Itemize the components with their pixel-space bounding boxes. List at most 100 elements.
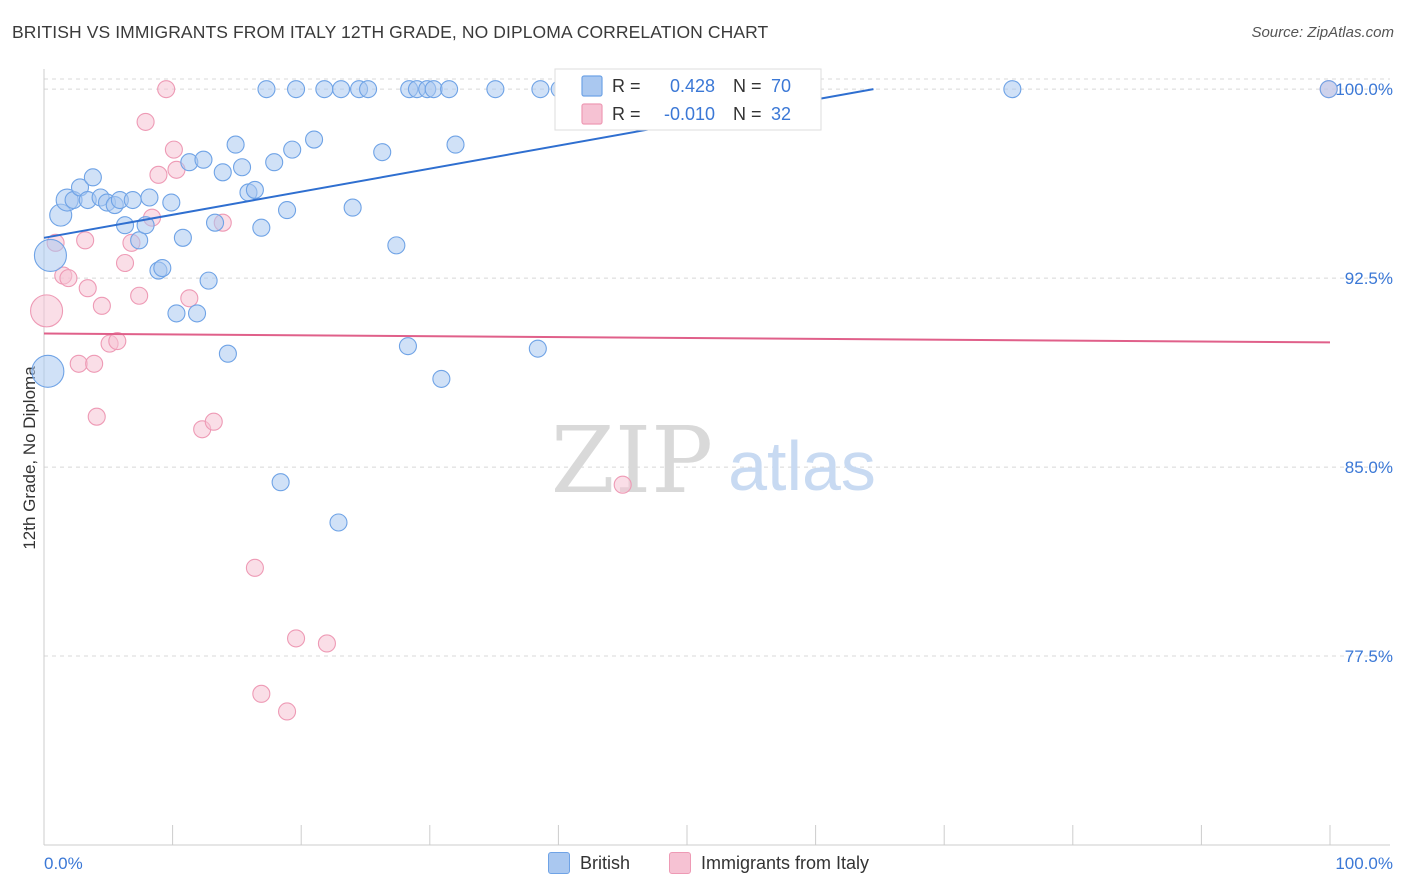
- british-point-21: [173, 228, 192, 247]
- british-point-42: [329, 513, 348, 532]
- italy-point-14: [130, 286, 149, 305]
- axes: [43, 69, 1390, 846]
- british-point-37: [278, 201, 297, 220]
- british-point-41: [315, 80, 334, 99]
- italy-point-11: [108, 332, 127, 351]
- british-point-23: [187, 304, 207, 323]
- y-tick-label-2: 92.5%: [1345, 269, 1393, 288]
- british-point-33: [252, 218, 271, 237]
- legend-r-value-british: 0.428: [670, 76, 715, 96]
- legend-r-label-italy: R =: [612, 104, 641, 124]
- chart-title: BRITISH VS IMMIGRANTS FROM ITALY 12TH GR…: [12, 22, 769, 42]
- legend-n-value-italy: 32: [771, 104, 791, 124]
- italy-point-29: [317, 634, 336, 653]
- italy-point-18: [157, 80, 176, 99]
- italy-point-30: [613, 475, 632, 494]
- italy-point-4: [69, 354, 88, 373]
- british-point-14: [130, 231, 149, 250]
- british-point-48: [387, 236, 406, 255]
- source-credit: Source: ZipAtlas.com: [1251, 24, 1394, 41]
- british-point-0: [31, 354, 65, 388]
- british-point-30: [232, 158, 252, 177]
- watermark: ZIP atlas: [551, 407, 876, 514]
- british-point-56: [446, 135, 465, 154]
- italy-point-3: [59, 269, 78, 288]
- british-point-32: [245, 180, 264, 199]
- legend-r-label-british: R =: [612, 76, 641, 96]
- british-point-29: [226, 135, 245, 154]
- x-tick-label-0: 0.0%: [44, 854, 83, 873]
- italy-point-12: [115, 253, 135, 273]
- legend-r-value-italy: -0.010: [664, 104, 715, 124]
- british-point-19: [162, 193, 181, 212]
- british-point-20: [167, 304, 186, 323]
- correlation-legend: R = 0.428 N = 70 R = -0.010 N = 32: [554, 68, 822, 131]
- british-point-27: [213, 163, 232, 182]
- italy-point-23: [204, 412, 223, 431]
- italy-point-25: [245, 558, 264, 577]
- italy-point-8: [87, 407, 106, 426]
- british-point-40: [305, 130, 324, 149]
- legend-item-british: British: [548, 852, 630, 874]
- british-point-44: [343, 198, 362, 217]
- y-tick-label-0: 77.5%: [1345, 647, 1393, 666]
- british-point-43: [332, 80, 351, 99]
- british-point-25: [199, 271, 218, 290]
- legend-label-british: British: [580, 852, 631, 873]
- british-point-1: [33, 238, 67, 272]
- legend-n-label-italy: N =: [733, 104, 762, 124]
- british-point-28: [218, 344, 237, 363]
- series-legend: British Immigrants from Italy: [0, 852, 1406, 878]
- watermark-zip: ZIP: [551, 407, 713, 514]
- british-point-26: [205, 213, 225, 232]
- british-point-53: [424, 80, 443, 99]
- tick-labels: 77.5% 85.0% 92.5% 100.0% 0.0% 100.0%: [44, 80, 1393, 873]
- british-point-39: [287, 80, 306, 99]
- italy-point-0: [30, 294, 64, 328]
- italy-point-6: [78, 279, 97, 298]
- italy-point-21: [180, 289, 199, 308]
- legend-swatch-british: [581, 75, 603, 97]
- british-point-55: [440, 80, 459, 99]
- british-point-54: [432, 369, 451, 388]
- british-point-34: [257, 80, 276, 99]
- british-point-69: [1319, 80, 1338, 99]
- british-point-47: [373, 143, 392, 162]
- italy-point-17: [149, 165, 168, 184]
- italy-trend-line: [43, 332, 1331, 344]
- legend-item-italy: Immigrants from Italy: [669, 852, 869, 874]
- british-point-59: [531, 80, 550, 99]
- watermark-atlas: atlas: [728, 427, 876, 505]
- italy-point-15: [136, 112, 155, 131]
- italy-point-19: [164, 140, 183, 159]
- italy-point-7: [85, 354, 104, 373]
- legend-label-italy: Immigrants from Italy: [701, 852, 870, 873]
- legend-n-value-british: 70: [771, 76, 791, 96]
- british-point-36: [271, 473, 290, 492]
- british-point-57: [486, 80, 505, 99]
- british-point-13: [123, 190, 142, 210]
- y-tick-label-1: 85.0%: [1345, 458, 1393, 477]
- british-point-38: [283, 140, 302, 159]
- british-point-68: [1003, 80, 1022, 99]
- italy-point-26: [252, 684, 271, 703]
- italy-point-9: [92, 296, 111, 315]
- legend-swatch-italy-bottom: [669, 852, 691, 874]
- british-point-58: [528, 339, 547, 358]
- british-point-46: [359, 80, 378, 99]
- british-point-16: [140, 188, 159, 207]
- british-point-18: [153, 258, 172, 278]
- british-point-35: [265, 153, 284, 172]
- y-tick-label-3: 100.0%: [1335, 80, 1393, 99]
- british-point-7: [83, 168, 102, 187]
- british-point-49: [398, 337, 417, 356]
- italy-point-27: [278, 702, 297, 721]
- italy-point-28: [287, 629, 306, 648]
- british-point-24: [194, 150, 213, 169]
- legend-swatch-italy: [581, 103, 603, 125]
- x-tick-label-1: 100.0%: [1335, 854, 1393, 873]
- legend-swatch-british-bottom: [548, 852, 570, 874]
- legend-n-label-british: N =: [733, 76, 762, 96]
- italy-point-5: [76, 231, 95, 250]
